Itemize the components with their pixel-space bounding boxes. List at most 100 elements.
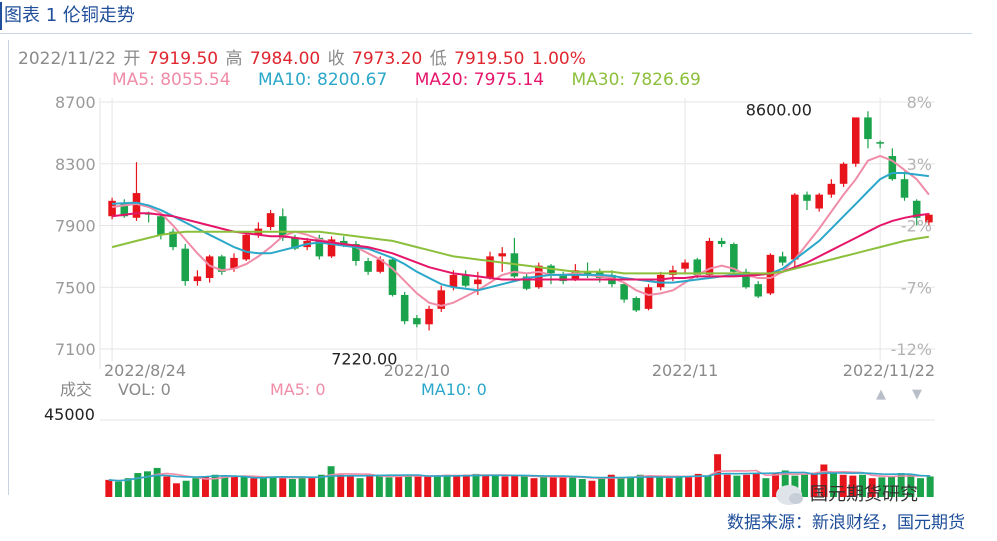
volume-bar bbox=[346, 476, 354, 497]
candle-body bbox=[364, 261, 372, 272]
candle-body bbox=[632, 298, 641, 311]
candle bbox=[681, 259, 689, 274]
candle-body bbox=[693, 259, 702, 275]
wechat-icon bbox=[776, 485, 803, 505]
open-value: 7919.50 bbox=[147, 49, 219, 69]
volume-bar bbox=[269, 476, 277, 497]
candle bbox=[803, 191, 811, 211]
close-value: 7973.20 bbox=[352, 49, 423, 69]
candle bbox=[900, 171, 909, 201]
candle-body bbox=[193, 276, 202, 282]
candle bbox=[888, 148, 897, 181]
volume-bar bbox=[511, 475, 519, 497]
volume-bar bbox=[424, 476, 432, 497]
candle-body bbox=[169, 231, 177, 248]
volume-bar bbox=[752, 473, 760, 497]
candle bbox=[486, 251, 494, 280]
candle bbox=[205, 254, 214, 283]
candle-body bbox=[620, 284, 628, 300]
candle-body bbox=[352, 244, 360, 262]
scroll-down-icon[interactable]: ▼ bbox=[912, 387, 922, 402]
volume-bar bbox=[917, 478, 924, 497]
volume-bar bbox=[694, 473, 702, 497]
candle-body bbox=[912, 200, 921, 218]
candle bbox=[632, 296, 641, 312]
ma-lines-layer bbox=[111, 154, 930, 307]
volume-bar bbox=[308, 477, 316, 497]
title-divider bbox=[0, 33, 972, 34]
y-tick-label: 7100 bbox=[55, 340, 96, 359]
volume-bar bbox=[250, 478, 258, 497]
volume-bar bbox=[395, 476, 403, 497]
axis-labels-layer: 8700 8% 8300 3% 7900 -2% 7500 -7% 7100 -12% 2022/8… bbox=[55, 93, 935, 380]
volume-bar bbox=[520, 476, 528, 497]
x-tick-label: 2022/8/24 bbox=[104, 361, 186, 380]
low-label: 低 bbox=[429, 49, 447, 69]
volume-bar bbox=[201, 476, 209, 497]
volume-bar bbox=[134, 473, 142, 497]
candle-body bbox=[449, 274, 458, 288]
volume-bar bbox=[801, 473, 809, 497]
volume-bar bbox=[172, 483, 180, 497]
volume-bar bbox=[675, 476, 683, 497]
x-tick-label: 2022/11 bbox=[652, 361, 718, 380]
candle bbox=[327, 236, 336, 258]
ma30-legend: MA30: 7826.69 bbox=[571, 70, 701, 90]
candle-body bbox=[291, 237, 299, 249]
pct-tick-label: -7% bbox=[901, 278, 932, 297]
scroll-up-icon[interactable]: ▲ bbox=[876, 387, 886, 402]
candle-body bbox=[132, 193, 141, 218]
candle bbox=[388, 257, 397, 297]
candle-body bbox=[559, 274, 567, 282]
ma10-legend: MA10: 8200.67 bbox=[257, 70, 388, 90]
candle-body bbox=[205, 256, 214, 278]
low-value: 7919.50 bbox=[454, 49, 525, 69]
candle-body bbox=[644, 287, 653, 309]
volume-bar bbox=[163, 476, 171, 497]
volume-bar bbox=[240, 476, 248, 497]
volume-bar bbox=[559, 476, 567, 497]
candle bbox=[876, 140, 884, 149]
volume-bar bbox=[733, 475, 741, 497]
volume-bar bbox=[926, 476, 934, 497]
candle-body bbox=[851, 117, 860, 164]
candle-body bbox=[461, 274, 470, 286]
candle bbox=[925, 213, 933, 226]
ma-legend: MA5: 8055.54 MA10: 8200.67 MA20: 7975.14… bbox=[112, 70, 723, 90]
x-tick-label: 2022/10 bbox=[384, 361, 450, 380]
candle-body bbox=[815, 194, 823, 209]
candle-body bbox=[315, 237, 324, 257]
candle-body bbox=[400, 294, 409, 322]
volume-ma-line bbox=[108, 471, 931, 482]
candle-body bbox=[474, 279, 482, 285]
candle-body bbox=[717, 240, 726, 245]
candle bbox=[815, 193, 823, 212]
volume-layer bbox=[105, 454, 934, 497]
candle-body bbox=[218, 256, 226, 272]
volume-bar bbox=[385, 477, 393, 497]
volume-bar bbox=[153, 467, 161, 497]
volume-ma5-label: MA5: 0 bbox=[270, 380, 326, 399]
candle-body bbox=[803, 194, 811, 201]
volume-bar bbox=[607, 474, 615, 497]
volume-bar bbox=[482, 475, 490, 497]
candle bbox=[656, 271, 665, 291]
volume-bar bbox=[714, 454, 722, 497]
candle-body bbox=[486, 256, 494, 278]
volume-bar bbox=[462, 474, 470, 497]
volume-bar bbox=[221, 475, 229, 497]
volume-bar bbox=[656, 476, 664, 497]
candle bbox=[754, 281, 763, 299]
volume-bar bbox=[549, 477, 557, 497]
candle bbox=[498, 247, 506, 272]
volume-bar bbox=[878, 477, 886, 497]
candle bbox=[742, 268, 750, 289]
y-tick-label: 7500 bbox=[55, 278, 96, 297]
volume-bar bbox=[839, 474, 847, 497]
candle bbox=[864, 111, 872, 149]
volume-bar bbox=[337, 474, 345, 497]
volume-bar bbox=[578, 479, 586, 497]
candle bbox=[193, 270, 202, 286]
candle-body bbox=[230, 257, 238, 269]
